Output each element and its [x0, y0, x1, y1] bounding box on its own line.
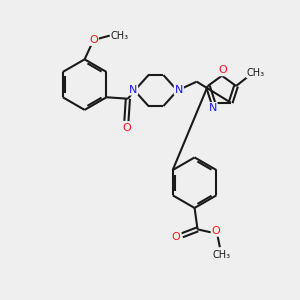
Text: O: O — [212, 226, 220, 236]
Text: O: O — [218, 65, 227, 75]
Text: O: O — [172, 232, 181, 242]
Text: CH₃: CH₃ — [111, 31, 129, 40]
Text: CH₃: CH₃ — [212, 250, 230, 260]
Text: O: O — [122, 123, 131, 133]
Text: N: N — [208, 103, 217, 113]
Text: CH₃: CH₃ — [247, 68, 265, 78]
Text: N: N — [129, 85, 137, 95]
Text: O: O — [89, 35, 98, 45]
Text: N: N — [175, 85, 183, 95]
